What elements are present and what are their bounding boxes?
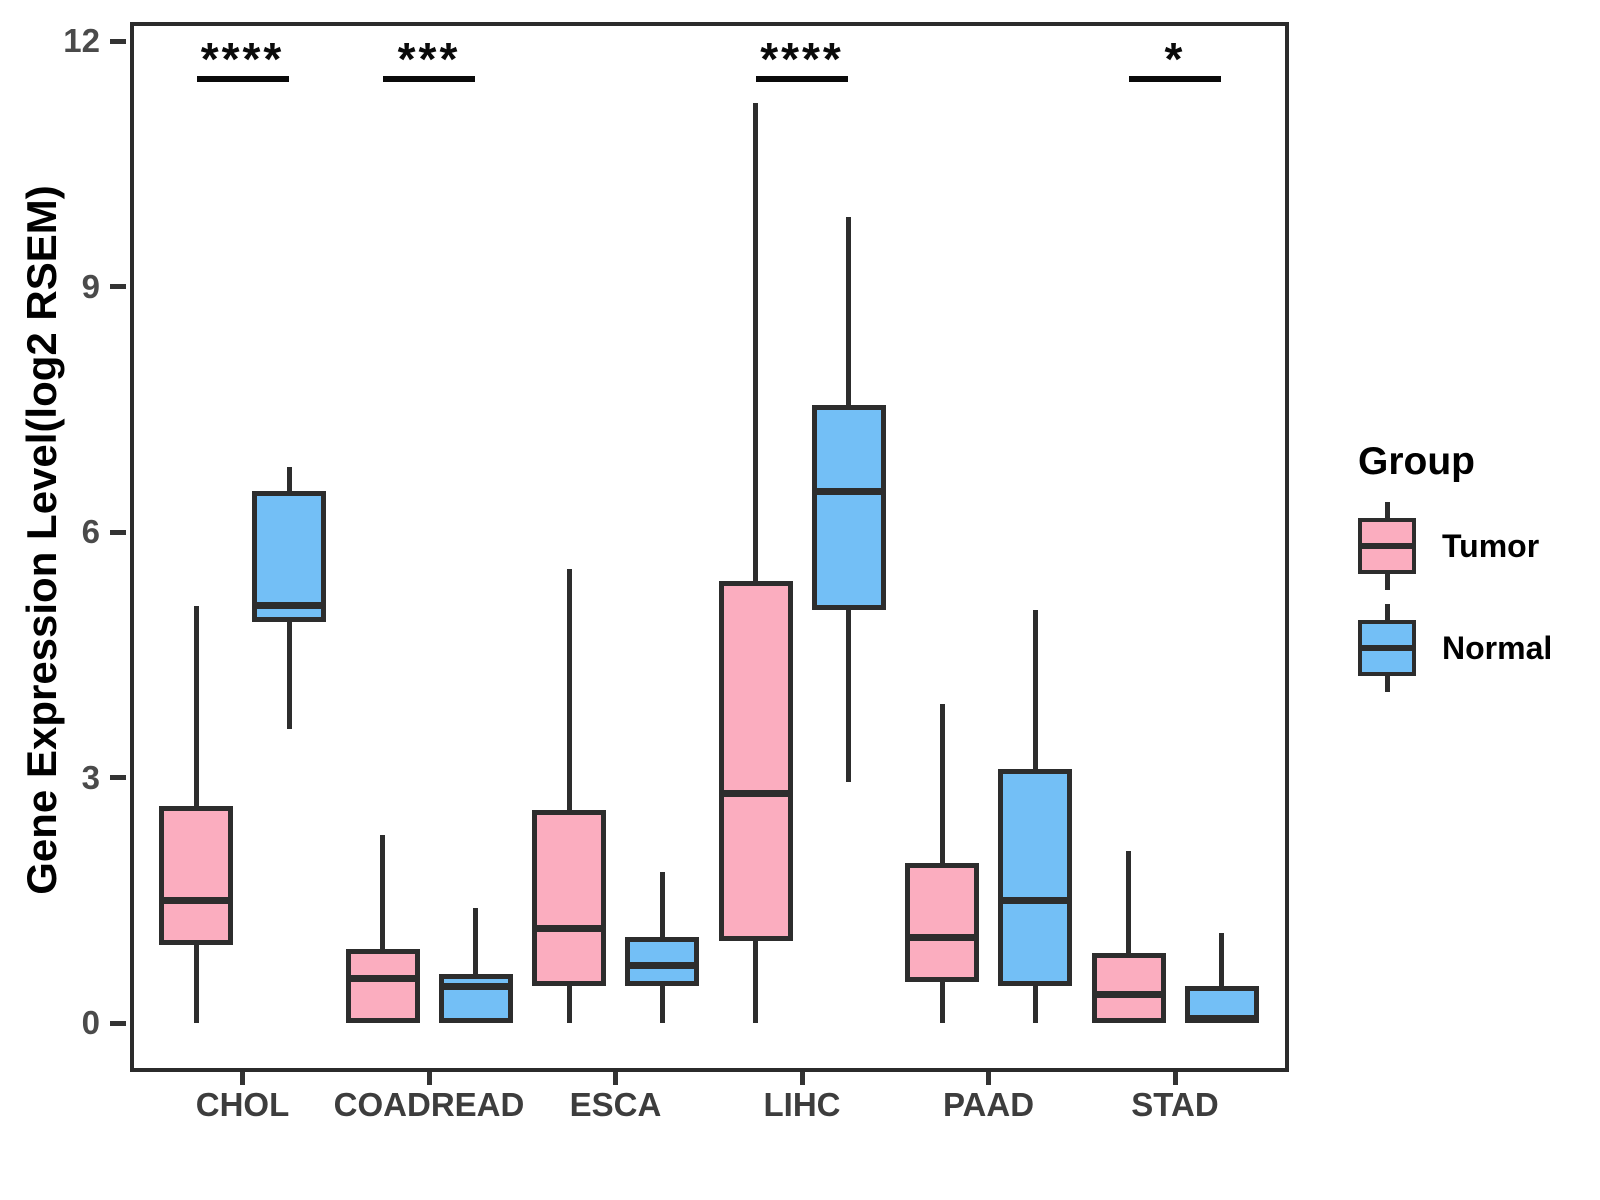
normal-box-esca-median [625, 962, 699, 970]
y-tick-mark [110, 38, 126, 44]
y-tick-label: 3 [81, 758, 100, 796]
legend-entry-normal: Normal [1358, 604, 1552, 692]
legend-label-tumor: Tumor [1442, 527, 1540, 564]
tumor-box-paad-whisker [939, 703, 945, 1023]
tumor-box-lihc-whisker [753, 102, 758, 1023]
tumor-box-stad [1091, 953, 1166, 1023]
tumor-box-paad [905, 863, 979, 983]
normal-box-coadread-whisker [473, 908, 478, 1023]
tumor-box-coadread-median [345, 974, 420, 982]
tumor-box-esca [532, 810, 606, 987]
significance-bar-stad [1129, 76, 1221, 82]
tumor-box-coadread-whisker [380, 834, 385, 1023]
y-tick-mark [110, 1020, 126, 1026]
normal-box-stad-whisker [1219, 933, 1224, 1023]
legend-label-normal: Normal [1442, 629, 1553, 666]
tumor-boxplot-key-icon [1358, 502, 1416, 590]
x-tick-mark [986, 1072, 991, 1085]
normal-box-esca [625, 937, 699, 987]
normal-box-lihc [811, 405, 886, 610]
significance-stars-chol: **** [200, 33, 285, 85]
legend: Group Tumor Normal [1358, 440, 1552, 706]
tumor-box-esca-whisker [566, 569, 572, 1023]
significance-bar-chol [196, 76, 289, 82]
normal-box-coadread [438, 973, 513, 1023]
significance-stars-coadread: *** [397, 33, 461, 85]
x-category-label: COADREAD [333, 1086, 525, 1123]
significance-stars-lihc: **** [760, 33, 844, 85]
x-tick-mark [799, 1072, 805, 1085]
x-tick-mark [1172, 1072, 1178, 1085]
tumor-box-lihc [718, 581, 793, 942]
normal-box-coadread-median [438, 982, 513, 990]
normal-box-lihc-median [811, 487, 886, 495]
normal-box-paad-median [998, 896, 1072, 904]
x-tick-mark [426, 1072, 432, 1085]
normal-boxplot-key-icon [1358, 604, 1416, 692]
x-tick-mark [613, 1072, 618, 1085]
y-tick-label: 12 [63, 22, 100, 60]
normal-box-chol-median [252, 602, 326, 610]
x-tick-mark [240, 1072, 245, 1085]
legend-title: Group [1358, 440, 1475, 483]
normal-box-chol [252, 491, 326, 623]
y-tick-label: 6 [81, 513, 100, 551]
significance-bar-coadread [383, 76, 475, 82]
significance-bar-lihc [756, 76, 848, 82]
x-category-label: CHOL [195, 1086, 290, 1123]
y-tick-mark [110, 775, 126, 781]
legend-entry-tumor: Tumor [1358, 502, 1552, 590]
tumor-box-esca-median [532, 925, 606, 933]
tumor-box-chol [159, 806, 233, 946]
tumor-box-lihc-median [718, 790, 793, 798]
y-tick-label: 9 [81, 267, 100, 305]
y-tick-mark [110, 284, 126, 290]
x-category-label: PAAD [942, 1086, 1035, 1123]
tumor-box-stad-median [1091, 990, 1166, 998]
plot-area: 0 3 6 9 12 CHOL COADREAD ESCA LIHC PAAD STAD **** **… [63, 22, 1289, 1122]
tumor-box-chol-median [159, 896, 233, 904]
y-tick-label: 0 [81, 1004, 100, 1041]
x-category-label: ESCA [569, 1086, 662, 1123]
tumor-box-coadread [345, 949, 420, 1023]
normal-box-stad-median [1184, 1015, 1259, 1023]
tumor-box-paad-median [905, 933, 979, 941]
tumor-box-stad-whisker [1126, 851, 1131, 1023]
significance-stars-stad: * [1164, 33, 1186, 85]
normal-box-paad [998, 769, 1072, 987]
x-category-label: LIHC [763, 1086, 841, 1123]
y-tick-mark [110, 529, 126, 535]
x-category-label: STAD [1131, 1086, 1219, 1123]
